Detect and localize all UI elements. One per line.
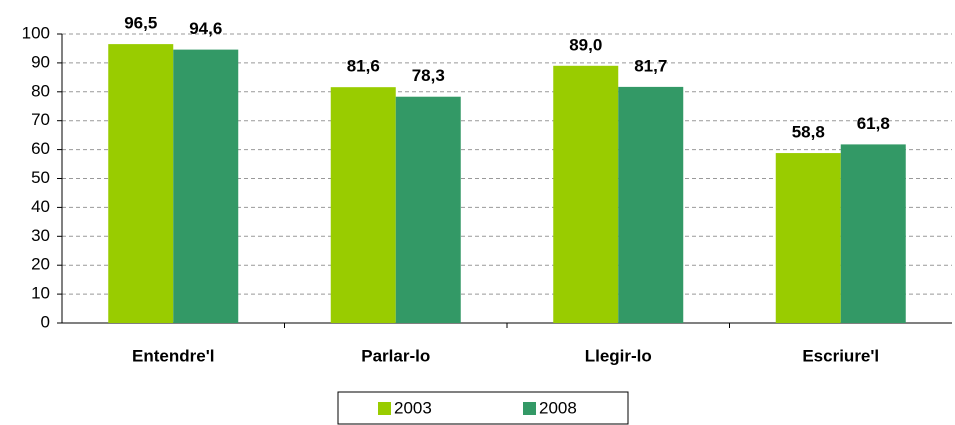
x-tick-label: Entendre'l <box>132 346 214 365</box>
value-label: 81,7 <box>634 56 667 75</box>
bar <box>618 86 684 324</box>
legend-swatch <box>378 402 391 415</box>
value-label: 81,6 <box>347 57 380 76</box>
y-tick-label: 0 <box>41 312 50 331</box>
value-label: 61,8 <box>857 114 890 133</box>
value-label: 58,8 <box>792 123 825 142</box>
bar <box>553 65 619 323</box>
y-tick-label: 100 <box>22 23 50 42</box>
y-tick-label: 30 <box>31 226 50 245</box>
bar <box>395 96 461 323</box>
bar <box>173 49 239 324</box>
y-tick-label: 50 <box>31 168 50 187</box>
legend-swatch <box>523 402 536 415</box>
x-tick-label: Parlar-lo <box>361 346 430 365</box>
y-tick-label: 20 <box>31 255 50 274</box>
x-tick-label: Llegir-lo <box>585 346 652 365</box>
value-label: 78,3 <box>412 66 445 85</box>
y-tick-label: 40 <box>31 197 50 216</box>
y-tick-label: 70 <box>31 110 50 129</box>
y-tick-label: 60 <box>31 139 50 158</box>
x-tick-label: Escriure'l <box>802 346 879 365</box>
value-label: 89,0 <box>569 35 602 54</box>
legend-label: 2008 <box>539 398 577 417</box>
y-tick-label: 10 <box>31 284 50 303</box>
value-label: 96,5 <box>124 14 157 33</box>
y-tick-label: 80 <box>31 81 50 100</box>
bar <box>108 44 174 324</box>
y-tick-label: 90 <box>31 52 50 71</box>
bar <box>330 87 396 324</box>
bar <box>840 144 906 323</box>
bar <box>775 153 841 323</box>
value-label: 94,6 <box>189 19 222 38</box>
legend-label: 2003 <box>394 398 432 417</box>
